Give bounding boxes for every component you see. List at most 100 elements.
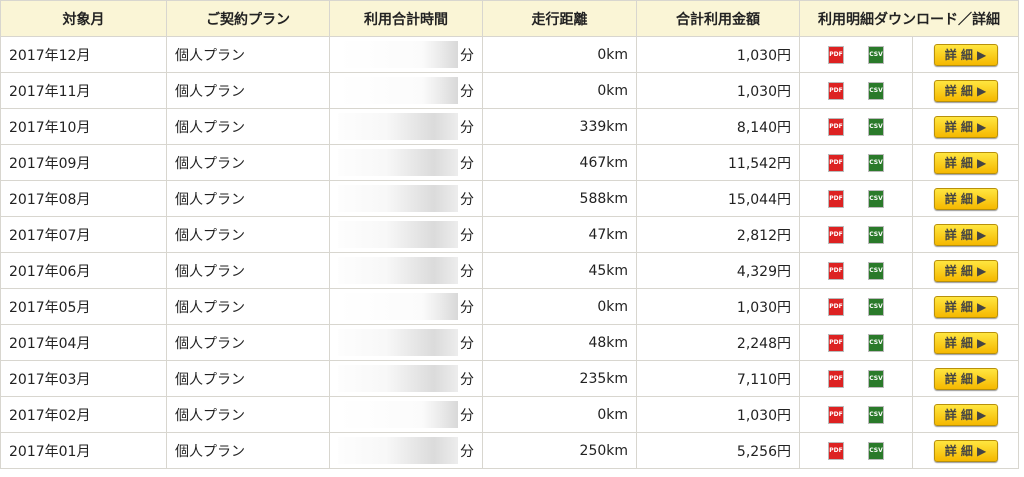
plan-cell: 個人プラン	[166, 108, 330, 145]
detail-button[interactable]: 詳 細 ▶	[933, 259, 998, 282]
total-time-cell: 分	[329, 108, 483, 145]
plan-cell: 個人プラン	[166, 252, 330, 289]
download-cell: PDF CSV	[799, 36, 913, 73]
table-row: 2017年06月 個人プラン 分 45km 4,329円 PDF CSV 詳 細 …	[0, 252, 1019, 289]
csv-download-icon[interactable]: CSV	[868, 369, 884, 388]
detail-cell: 詳 細 ▶	[912, 432, 1019, 469]
csv-download-icon[interactable]: CSV	[868, 81, 884, 100]
total-time-cell: 分	[329, 216, 483, 253]
detail-button[interactable]: 詳 細 ▶	[933, 43, 998, 66]
pdf-download-icon[interactable]: PDF	[828, 405, 844, 424]
download-cell: PDF CSV	[799, 288, 913, 325]
minute-unit: 分	[460, 47, 474, 64]
csv-download-icon[interactable]: CSV	[868, 45, 884, 64]
pdf-download-icon[interactable]: PDF	[828, 261, 844, 280]
amount-cell: 5,256円	[636, 432, 800, 469]
detail-button[interactable]: 詳 細 ▶	[933, 295, 998, 318]
redacted-mosaic	[338, 77, 458, 104]
pdf-download-icon[interactable]: PDF	[828, 369, 844, 388]
total-time-cell: 分	[329, 180, 483, 217]
plan-cell: 個人プラン	[166, 144, 330, 181]
detail-button[interactable]: 詳 細 ▶	[933, 151, 998, 174]
pdf-download-icon[interactable]: PDF	[828, 189, 844, 208]
table-row: 2017年05月 個人プラン 分 0km 1,030円 PDF CSV 詳 細 ▶	[0, 288, 1019, 325]
minute-unit: 分	[460, 191, 474, 208]
table-row: 2017年01月 個人プラン 分 250km 5,256円 PDF CSV 詳 細…	[0, 432, 1019, 469]
plan-cell: 個人プラン	[166, 324, 330, 361]
detail-button[interactable]: 詳 細 ▶	[933, 79, 998, 102]
download-cell: PDF CSV	[799, 396, 913, 433]
header-row: 対象月 ご契約プラン 利用合計時間 走行距離 合計利用金額 利用明細ダウンロード…	[0, 0, 1019, 37]
amount-cell: 1,030円	[636, 396, 800, 433]
table-row: 2017年08月 個人プラン 分 588km 15,044円 PDF CSV 詳 …	[0, 180, 1019, 217]
minute-unit: 分	[460, 119, 474, 136]
distance-cell: 0km	[482, 36, 637, 73]
detail-button[interactable]: 詳 細 ▶	[933, 187, 998, 210]
pdf-download-icon[interactable]: PDF	[828, 81, 844, 100]
total-time-cell: 分	[329, 36, 483, 73]
pdf-download-icon[interactable]: PDF	[828, 297, 844, 316]
month-cell: 2017年04月	[0, 324, 167, 361]
header-plan: ご契約プラン	[166, 0, 330, 37]
minute-unit: 分	[460, 227, 474, 244]
pdf-download-icon[interactable]: PDF	[828, 117, 844, 136]
total-time-cell: 分	[329, 360, 483, 397]
detail-button[interactable]: 詳 細 ▶	[933, 439, 998, 462]
distance-cell: 467km	[482, 144, 637, 181]
pdf-download-icon[interactable]: PDF	[828, 153, 844, 172]
plan-cell: 個人プラン	[166, 72, 330, 109]
csv-download-icon[interactable]: CSV	[868, 189, 884, 208]
detail-button[interactable]: 詳 細 ▶	[933, 223, 998, 246]
redacted-mosaic	[338, 185, 458, 212]
minute-unit: 分	[460, 443, 474, 460]
minute-unit: 分	[460, 299, 474, 316]
pdf-download-icon[interactable]: PDF	[828, 225, 844, 244]
detail-cell: 詳 細 ▶	[912, 72, 1019, 109]
csv-download-icon[interactable]: CSV	[868, 333, 884, 352]
table-row: 2017年11月 個人プラン 分 0km 1,030円 PDF CSV 詳 細 ▶	[0, 72, 1019, 109]
detail-cell: 詳 細 ▶	[912, 144, 1019, 181]
detail-button[interactable]: 詳 細 ▶	[933, 115, 998, 138]
pdf-download-icon[interactable]: PDF	[828, 441, 844, 460]
plan-cell: 個人プラン	[166, 432, 330, 469]
pdf-download-icon[interactable]: PDF	[828, 333, 844, 352]
plan-cell: 個人プラン	[166, 288, 330, 325]
month-cell: 2017年03月	[0, 360, 167, 397]
pdf-download-icon[interactable]: PDF	[828, 45, 844, 64]
detail-button[interactable]: 詳 細 ▶	[933, 403, 998, 426]
csv-download-icon[interactable]: CSV	[868, 297, 884, 316]
month-cell: 2017年08月	[0, 180, 167, 217]
redacted-mosaic	[338, 257, 458, 284]
csv-download-icon[interactable]: CSV	[868, 117, 884, 136]
month-cell: 2017年10月	[0, 108, 167, 145]
distance-cell: 588km	[482, 180, 637, 217]
amount-cell: 11,542円	[636, 144, 800, 181]
table-row: 2017年12月 個人プラン 分 0km 1,030円 PDF CSV 詳 細 ▶	[0, 36, 1019, 73]
amount-cell: 2,248円	[636, 324, 800, 361]
detail-cell: 詳 細 ▶	[912, 396, 1019, 433]
amount-cell: 1,030円	[636, 72, 800, 109]
redacted-mosaic	[338, 401, 458, 428]
csv-download-icon[interactable]: CSV	[868, 441, 884, 460]
header-amount: 合計利用金額	[636, 0, 800, 37]
table-row: 2017年04月 個人プラン 分 48km 2,248円 PDF CSV 詳 細 …	[0, 324, 1019, 361]
csv-download-icon[interactable]: CSV	[868, 405, 884, 424]
amount-cell: 4,329円	[636, 252, 800, 289]
csv-download-icon[interactable]: CSV	[868, 153, 884, 172]
detail-button[interactable]: 詳 細 ▶	[933, 367, 998, 390]
download-cell: PDF CSV	[799, 144, 913, 181]
month-cell: 2017年05月	[0, 288, 167, 325]
csv-download-icon[interactable]: CSV	[868, 225, 884, 244]
detail-button[interactable]: 詳 細 ▶	[933, 331, 998, 354]
distance-cell: 45km	[482, 252, 637, 289]
detail-cell: 詳 細 ▶	[912, 216, 1019, 253]
redacted-mosaic	[338, 437, 458, 464]
plan-cell: 個人プラン	[166, 36, 330, 73]
total-time-cell: 分	[329, 396, 483, 433]
minute-unit: 分	[460, 155, 474, 172]
csv-download-icon[interactable]: CSV	[868, 261, 884, 280]
plan-cell: 個人プラン	[166, 216, 330, 253]
detail-cell: 詳 細 ▶	[912, 36, 1019, 73]
usage-history-table: 対象月 ご契約プラン 利用合計時間 走行距離 合計利用金額 利用明細ダウンロード…	[0, 0, 1019, 469]
distance-cell: 235km	[482, 360, 637, 397]
